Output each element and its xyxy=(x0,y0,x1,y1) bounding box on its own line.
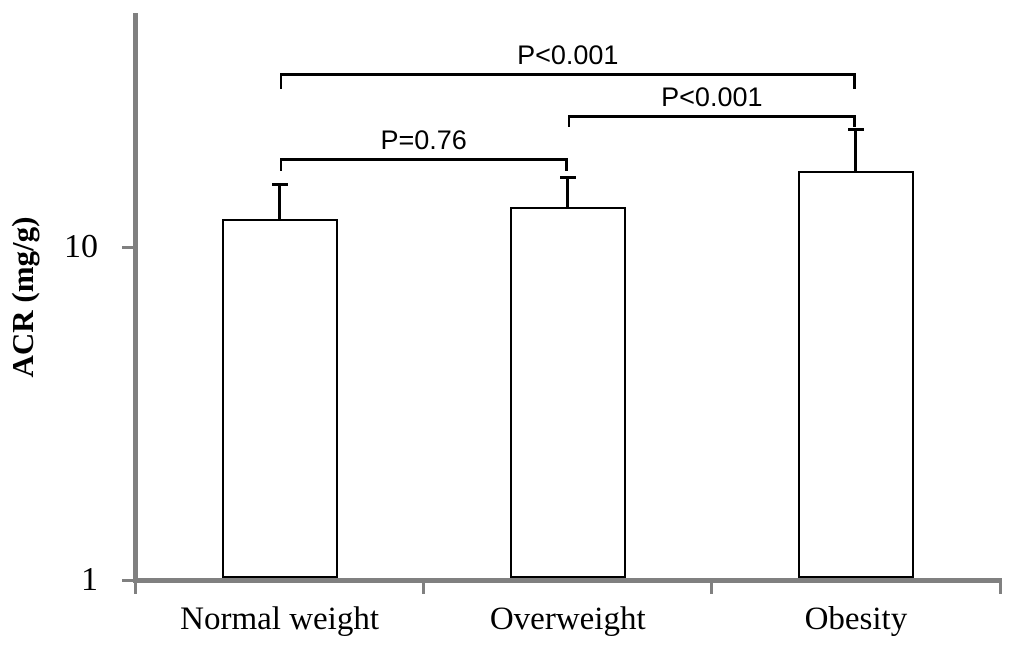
bracket-end-tick xyxy=(853,73,856,89)
x-tick xyxy=(422,583,426,594)
x-category-label: Overweight xyxy=(489,601,646,637)
error-bar-cap xyxy=(559,176,576,180)
y-tick xyxy=(122,245,133,249)
bar xyxy=(797,171,914,578)
x-axis-line xyxy=(133,578,1002,583)
significance-bracket xyxy=(567,115,856,118)
error-bar xyxy=(854,129,858,172)
p-value-label: P<0.001 xyxy=(517,40,619,70)
bracket-end-tick xyxy=(853,115,856,127)
bracket-end-tick xyxy=(279,73,283,89)
significance-bracket xyxy=(279,73,856,76)
bracket-end-tick xyxy=(567,115,571,127)
p-value-label: P<0.001 xyxy=(661,82,763,112)
x-tick xyxy=(998,583,1002,594)
p-value-label: P=0.76 xyxy=(380,125,467,155)
bar xyxy=(221,219,338,578)
error-bar-cap xyxy=(271,182,288,186)
error-bar xyxy=(566,177,570,207)
bracket-end-tick xyxy=(279,158,283,171)
significance-bracket xyxy=(279,158,568,161)
y-tick xyxy=(122,578,133,582)
x-category-label: Obesity xyxy=(804,601,908,637)
error-bar xyxy=(278,183,282,220)
x-tick xyxy=(134,583,137,594)
bar xyxy=(509,206,626,578)
x-category-label: Normal weight xyxy=(180,601,380,637)
y-tick-label: 10 xyxy=(64,228,98,265)
x-tick xyxy=(710,583,714,594)
error-bar-cap xyxy=(847,128,864,132)
y-tick-label: 1 xyxy=(81,561,98,598)
y-axis-line xyxy=(133,13,138,582)
bracket-end-tick xyxy=(565,158,568,171)
